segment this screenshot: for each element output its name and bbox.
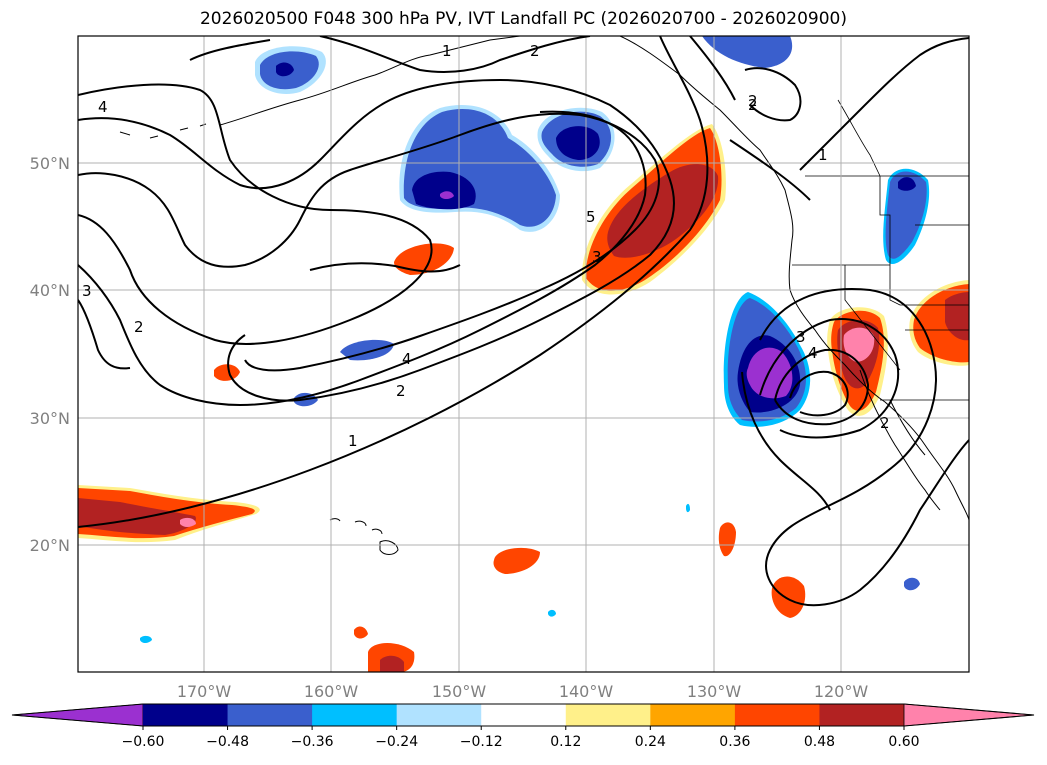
colorbar-tick-label: 0.48 <box>804 734 835 750</box>
contour-label: 2 <box>530 42 540 60</box>
contour-label: 2 <box>396 382 406 400</box>
colorbar-segment <box>734 704 820 726</box>
contour-label: 4 <box>808 344 818 362</box>
lon-label: 140°W <box>559 682 614 701</box>
contour-label: 2 <box>880 414 890 432</box>
contour-label: 1 <box>442 42 452 60</box>
colorbar-segment <box>481 704 567 726</box>
colorbar-tick-label: −0.24 <box>375 734 418 750</box>
colorbar-extend-high <box>903 703 1035 727</box>
map-title: 2026020500 F048 300 hPa PV, IVT Landfall… <box>199 9 847 29</box>
colorbar-tick-label: −0.12 <box>460 734 503 750</box>
colorbar-segment <box>650 704 736 726</box>
colorbar-tick-label: 0.36 <box>719 734 750 750</box>
positive-pv-areas <box>78 124 969 672</box>
colorbar-segment <box>227 704 313 726</box>
colorbar-segment <box>819 704 905 726</box>
contour-label: 2 <box>134 318 144 336</box>
contour-label: 3 <box>592 248 602 266</box>
contour-label: 4 <box>98 98 108 116</box>
contour-labels: 4 1 2 2 3 2 5 3 4 2 1 2 1 3 4 2 <box>82 42 890 450</box>
contour-label: 5 <box>586 208 596 226</box>
colorbar-tick-label: −0.36 <box>291 734 334 750</box>
lon-label: 120°W <box>814 682 869 701</box>
contour-label: 3 <box>796 328 806 346</box>
colorbar-segment <box>565 704 651 726</box>
contour-label: 3 <box>82 282 92 300</box>
colorbar-tick-label: 0.60 <box>888 734 919 750</box>
colorbar: −0.60 −0.48 −0.36 −0.24 −0.12 0.12 0.24 0.36 0.4… <box>11 703 1035 750</box>
lon-label: 160°W <box>304 682 359 701</box>
contour-label: 1 <box>348 432 358 450</box>
latitude-labels: 50°N 40°N 30°N 20°N <box>30 154 70 555</box>
lon-label: 150°W <box>432 682 487 701</box>
colorbar-tick-label: 0.24 <box>635 734 666 750</box>
lat-label: 30°N <box>30 409 70 428</box>
lat-label: 50°N <box>30 154 70 173</box>
colorbar-tick-label: −0.48 <box>206 734 249 750</box>
map-layers <box>78 36 969 672</box>
contour-label: 1 <box>818 146 828 164</box>
colorbar-tick-label: 0.12 <box>550 734 581 750</box>
lon-label: 130°W <box>687 682 742 701</box>
contour-label: 4 <box>402 350 412 368</box>
ivt-contours <box>78 36 969 607</box>
longitude-labels: 170°W 160°W 150°W 140°W 130°W 120°W <box>177 682 869 701</box>
lon-label: 170°W <box>177 682 232 701</box>
colorbar-segment <box>396 704 482 726</box>
map-frame <box>77 35 970 673</box>
colorbar-segment <box>143 704 229 726</box>
lat-label: 20°N <box>30 536 70 555</box>
lat-label: 40°N <box>30 281 70 300</box>
political-borders <box>792 99 969 401</box>
contour-label: 2 <box>748 96 758 114</box>
colorbar-tick-label: −0.60 <box>122 734 165 750</box>
graticule <box>78 36 969 672</box>
colorbar-extend-low <box>11 703 144 727</box>
colorbar-segment <box>312 704 398 726</box>
contour-label: 2 <box>748 92 758 110</box>
